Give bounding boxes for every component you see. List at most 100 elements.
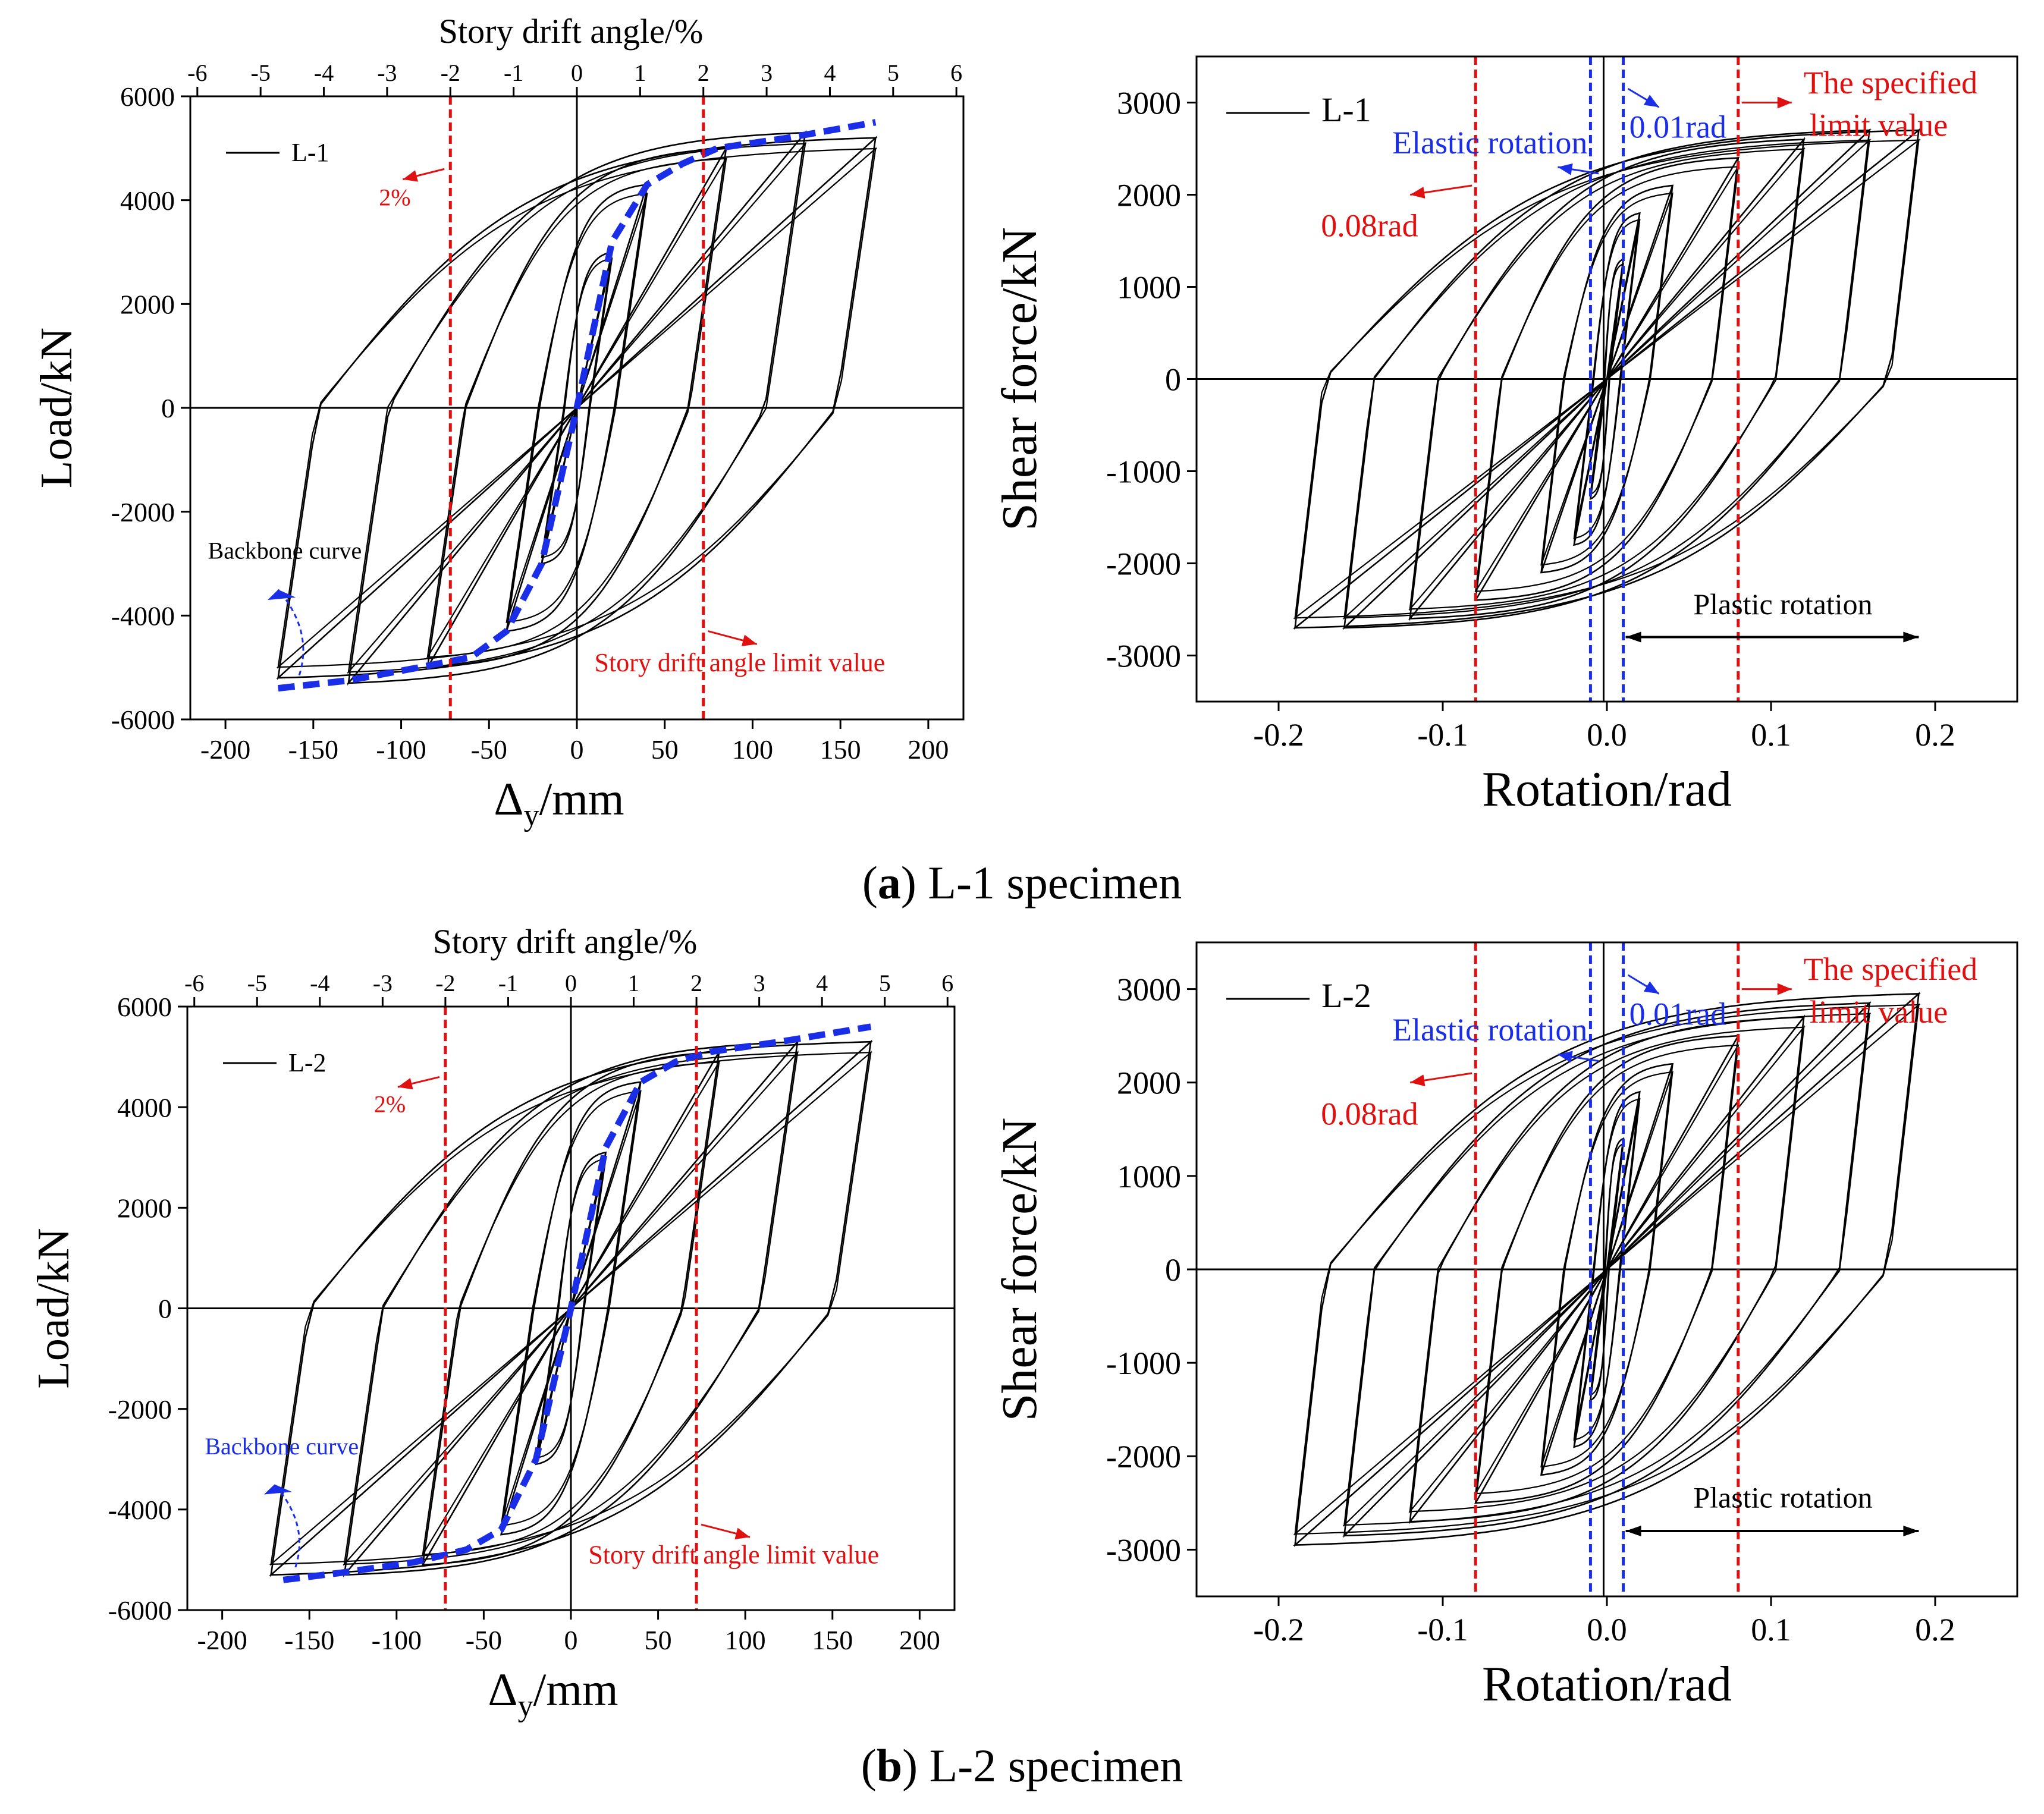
- x-tick-label: 200: [908, 734, 949, 765]
- hysteresis-loop: [347, 130, 807, 686]
- x-tick-label: -200: [200, 734, 250, 765]
- y-tick-label: -1000: [1106, 1345, 1181, 1381]
- x2-tick-label: 1: [628, 970, 640, 996]
- specified-arrow: [1741, 983, 1792, 995]
- hysteresis-loop-repeat: [276, 147, 878, 669]
- x-axis-title-main: Δ: [488, 1664, 517, 1715]
- rad08-label: 0.08rad: [1321, 208, 1418, 243]
- plastic-rotation-label: Plastic rotation: [1693, 1481, 1872, 1514]
- x-tick-label: -200: [197, 1625, 247, 1655]
- x-tick-label: 50: [645, 1625, 672, 1655]
- plastic-rotation-arrow: [1625, 1526, 1919, 1536]
- x2-tick-label: -5: [251, 59, 271, 86]
- legend-label: L-2: [288, 1048, 326, 1077]
- backbone-pointer: [274, 1483, 300, 1568]
- y-tick-label: -1000: [1106, 454, 1181, 489]
- caption-a: (a) L-1 specimen: [862, 857, 1182, 908]
- hysteresis-loop: [1342, 1001, 1872, 1538]
- elastic-label: Elastic rotation: [1392, 125, 1587, 161]
- hysteresis-loop-repeat: [343, 1050, 799, 1567]
- y-tick-label: 4000: [120, 186, 175, 216]
- x-axis-title-main: Δ: [494, 773, 523, 825]
- x2-tick-label: 3: [761, 59, 773, 86]
- x2-tick-label: -2: [435, 970, 455, 996]
- y-tick-label: 1000: [1117, 269, 1181, 305]
- y-tick-label: 0: [1165, 1252, 1181, 1288]
- x2-tick-label: 4: [816, 970, 828, 996]
- y-tick-label: -2000: [111, 497, 175, 527]
- y-tick-label: -6000: [108, 1595, 172, 1626]
- limit-label: Story drift angle limit value: [588, 1540, 879, 1569]
- y-tick-label: -2000: [1106, 1439, 1181, 1475]
- backbone-curve: [282, 1023, 872, 1583]
- x2-tick-label: 0: [565, 970, 577, 996]
- plastic-rotation-label: Plastic rotation: [1693, 587, 1872, 621]
- y-tick-label: 2000: [1117, 177, 1181, 213]
- y-tick-label: 4000: [117, 1092, 172, 1123]
- rad01-label: 0.01rad: [1629, 109, 1726, 144]
- x-axis-title-unit: /mm: [533, 1664, 618, 1715]
- x2-tick-label: 4: [824, 59, 836, 86]
- x-axis-title: Rotation/rad: [1482, 762, 1732, 817]
- hysteresis-loop-repeat: [1342, 138, 1872, 620]
- specified-label-2: limit value: [1810, 107, 1948, 143]
- hysteresis-loop-repeat: [347, 142, 807, 674]
- x-tick-label: 200: [899, 1625, 940, 1655]
- caption-a-text: L-1 specimen: [928, 857, 1182, 908]
- x-tick-label: 0.0: [1587, 1612, 1627, 1648]
- x2-tick-label: 5: [887, 59, 899, 86]
- rad01-label: 0.01rad: [1629, 996, 1726, 1032]
- specified-label-1: The specified: [1804, 951, 1977, 987]
- x-axis-title-sub: y: [524, 798, 539, 832]
- y-tick-label: 3000: [1117, 972, 1181, 1007]
- plot-area: [1197, 56, 2017, 702]
- limit-arrow: [701, 1523, 751, 1540]
- x2-tick-label: -5: [247, 970, 267, 996]
- legend-label: L-1: [291, 138, 329, 167]
- hysteresis-loop-repeat: [1408, 147, 1806, 611]
- x-tick-label: 100: [725, 1625, 766, 1655]
- x-tick-label: 0.1: [1751, 717, 1791, 753]
- y-tick-label: 6000: [120, 81, 175, 112]
- y-tick-label: 2000: [1117, 1065, 1181, 1101]
- panel-b-right: -0.2 -0.1 0.0 0.1 0.2 -3000 -2000 -1000 0 1000 200…: [992, 941, 2018, 1712]
- hysteresis-loop: [421, 1051, 721, 1566]
- x-tick-label: 0: [564, 1625, 578, 1655]
- y-axis-title: Shear force/kN: [992, 1118, 1047, 1422]
- panel-b-left: -200 -150 -100 -50 0 50 100 150 200-6000-4000-20…: [29, 922, 956, 1723]
- x2-tick-label: 3: [753, 970, 765, 996]
- y-tick-label: -3000: [1106, 638, 1181, 674]
- x2-tick-label: -3: [373, 970, 393, 996]
- x-tick-label: -100: [372, 1625, 422, 1655]
- x2-tick-label: 0: [571, 59, 583, 86]
- backbone-label: Backbone curve: [208, 537, 362, 564]
- caption-a-letter: a: [877, 857, 901, 908]
- plot-area: [190, 96, 963, 719]
- y-axis-title: Shear force/kN: [992, 227, 1047, 531]
- hysteresis-loop: [1408, 137, 1806, 621]
- x-tick-label: 0.0: [1587, 717, 1627, 753]
- hysteresis-loop: [1292, 128, 1921, 630]
- x-tick-label: -100: [376, 734, 426, 765]
- x2-tick-label: 2: [690, 970, 702, 996]
- x-tick-label: 0.2: [1915, 717, 1955, 753]
- hysteresis-loop-repeat: [1293, 139, 1921, 620]
- y-tick-label: -4000: [111, 601, 175, 631]
- hysteresis-loop-repeat: [269, 1051, 873, 1566]
- x-tick-label: -150: [284, 1625, 334, 1655]
- x-tick-label: -50: [471, 734, 507, 765]
- y-tick-label: -6000: [111, 705, 175, 735]
- hysteresis-loop-repeat: [505, 193, 648, 623]
- limit-arrow: [708, 630, 758, 646]
- legend-label: L-1: [1321, 90, 1371, 129]
- x2-tick-label: 1: [634, 59, 646, 86]
- specified-arrow: [1741, 96, 1792, 109]
- y-tick-label: -2000: [1106, 546, 1181, 581]
- backbone-curve: [278, 119, 877, 692]
- x-tick-label: 50: [651, 734, 679, 765]
- legend-label: L-2: [1321, 976, 1371, 1015]
- rad08-arrow: [1409, 184, 1472, 199]
- hysteresis-loop: [269, 1039, 873, 1577]
- x-tick-label: -0.2: [1253, 717, 1304, 753]
